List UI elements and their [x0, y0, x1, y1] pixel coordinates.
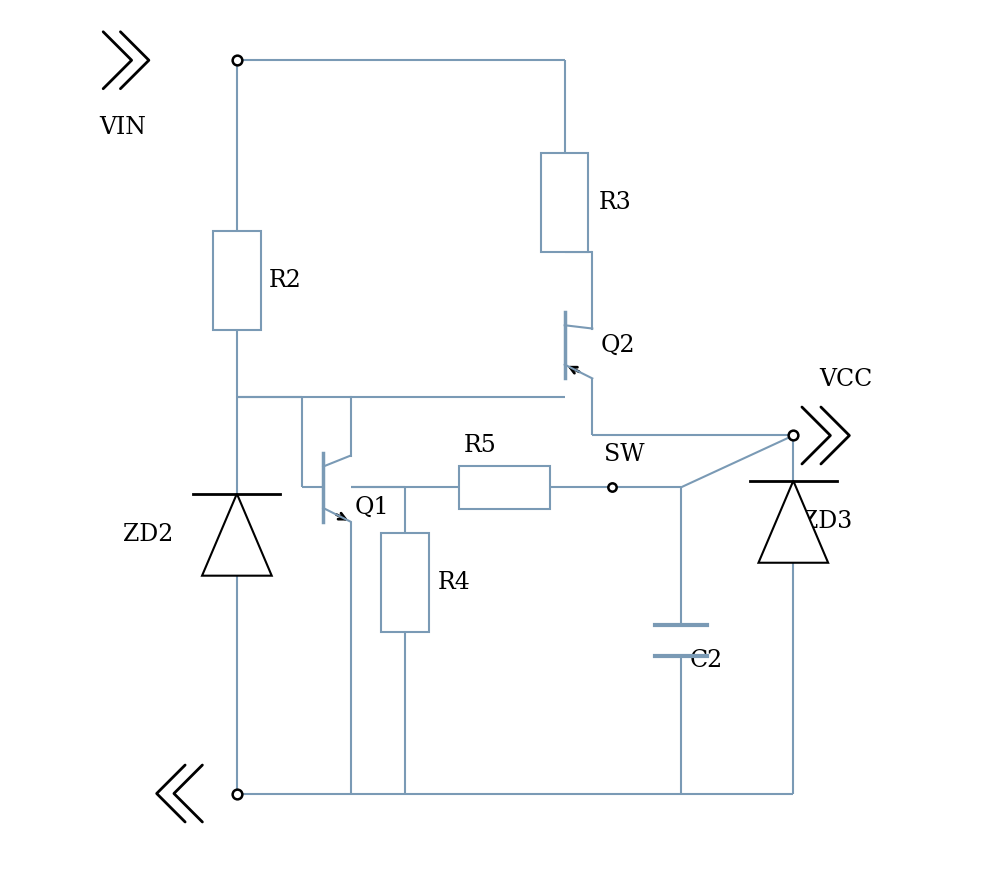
- Text: R3: R3: [599, 191, 632, 214]
- Bar: [381, 532, 429, 631]
- Text: SW: SW: [604, 442, 644, 466]
- Polygon shape: [202, 494, 272, 576]
- Text: ZD2: ZD2: [123, 523, 173, 546]
- Polygon shape: [758, 481, 828, 563]
- Text: Q1: Q1: [355, 496, 390, 519]
- Bar: [541, 153, 588, 253]
- Text: VIN: VIN: [99, 117, 146, 139]
- Bar: [459, 466, 550, 509]
- Text: R5: R5: [463, 434, 496, 457]
- Text: VCC: VCC: [819, 368, 872, 391]
- Text: Q2: Q2: [601, 334, 636, 356]
- Bar: [213, 231, 261, 330]
- Text: R4: R4: [437, 571, 470, 594]
- Text: C2: C2: [690, 649, 723, 672]
- Text: R2: R2: [269, 269, 302, 292]
- Text: ZD3: ZD3: [802, 510, 852, 533]
